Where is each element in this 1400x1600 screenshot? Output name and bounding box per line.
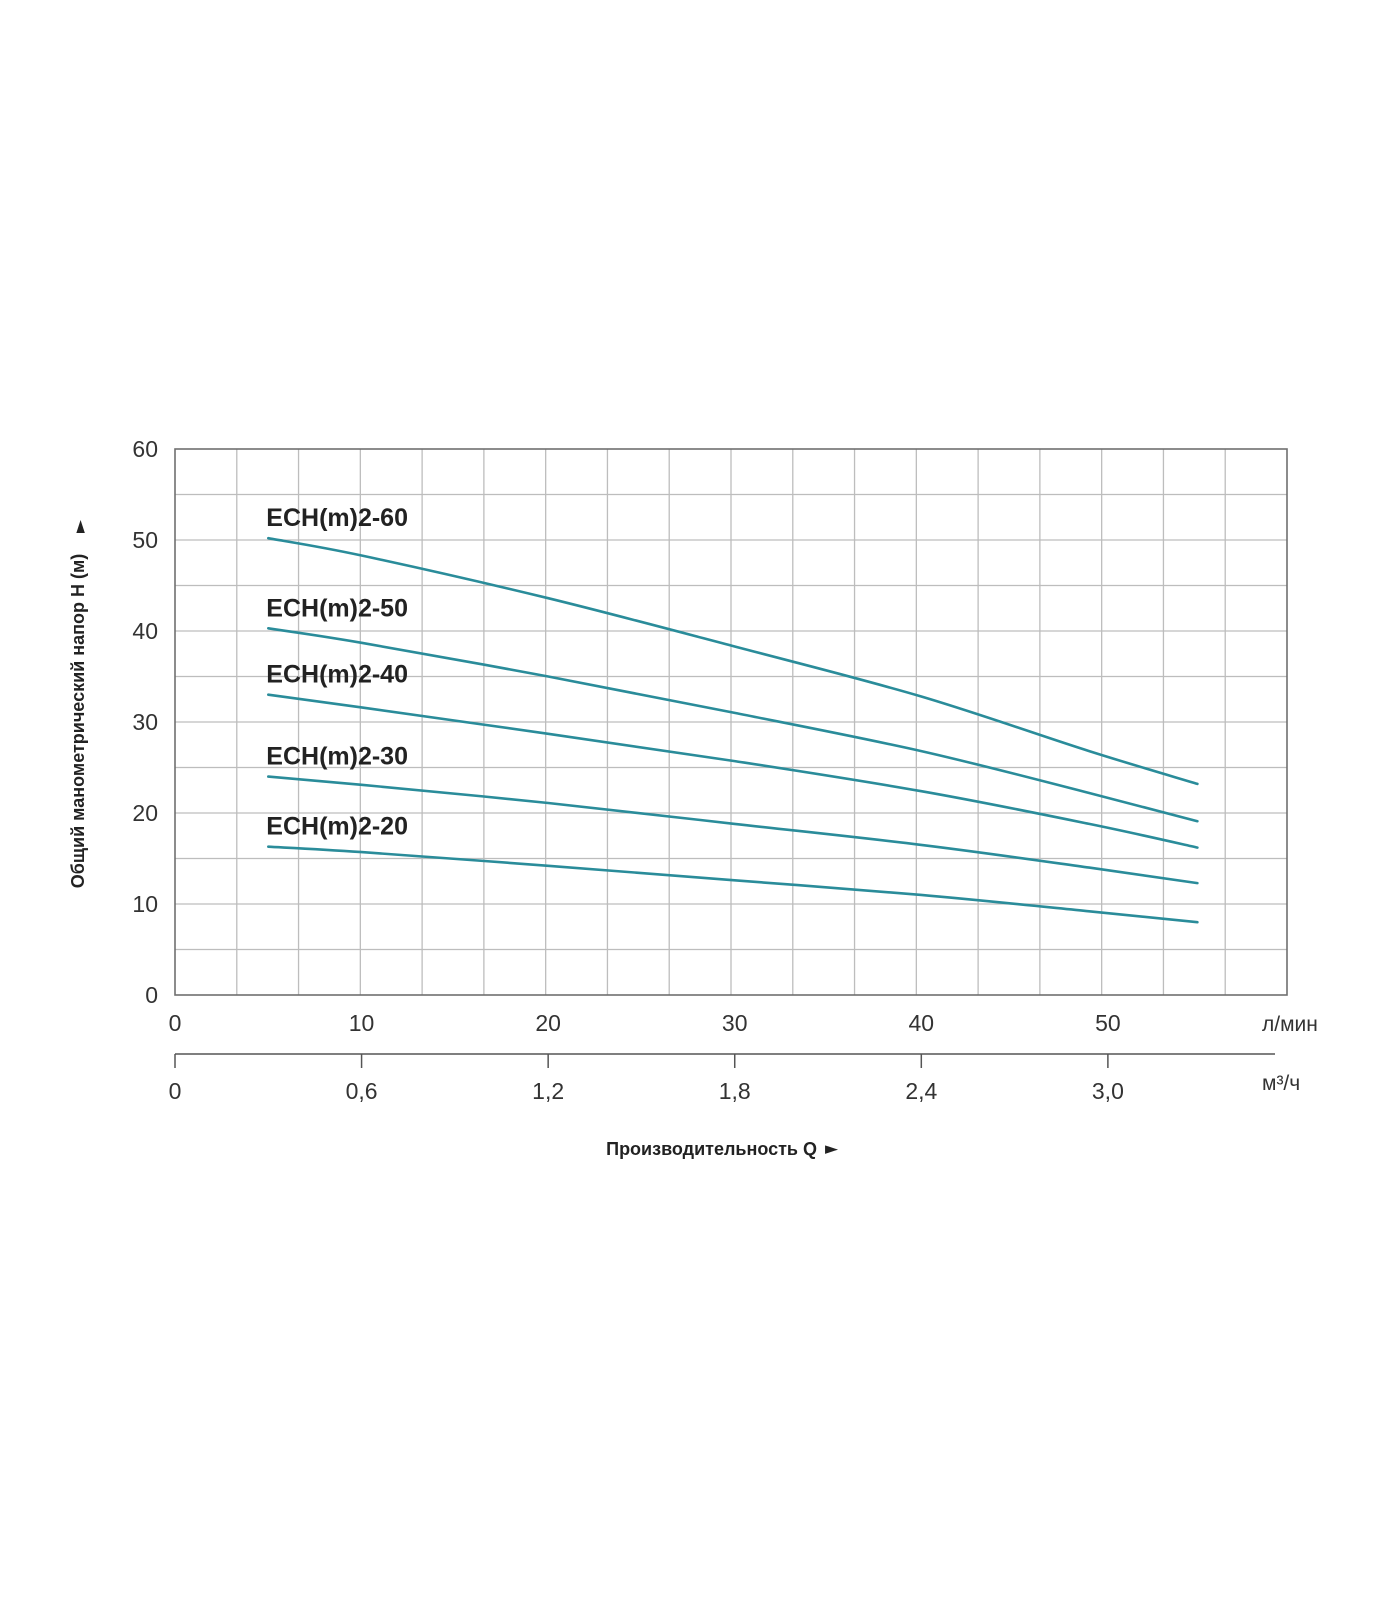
plot-frame	[174, 448, 1288, 996]
y-tick-label: 30	[132, 709, 158, 735]
x-tick-label-secondary: 0	[169, 1078, 182, 1104]
series-label: ECH(m)2-50	[266, 594, 408, 622]
series-line	[267, 775, 1199, 885]
series-label: ECH(m)2-20	[266, 813, 408, 841]
y-axis-title: Общий манометрический напор H (м) ►	[68, 519, 90, 888]
x-axis-secondary: 0 0,6 1,2 1,8 2,4 3,0	[169, 1053, 1275, 1104]
y-tick-label: 40	[132, 618, 158, 644]
x-unit-primary: л/мин	[1262, 1013, 1318, 1036]
y-tick-label: 60	[132, 436, 158, 462]
y-tick-label: 50	[132, 527, 158, 553]
x-tick-label-primary: 50	[1095, 1010, 1121, 1036]
x-tick-label-primary: 20	[535, 1010, 561, 1036]
x-tick-label-secondary: 2,4	[905, 1078, 937, 1104]
x-tick-label-primary: 0	[169, 1010, 182, 1036]
series-lines	[267, 536, 1199, 924]
series-line	[267, 693, 1199, 849]
x-axis-title: Производительность Q ►	[606, 1139, 839, 1159]
series-label: ECH(m)2-30	[266, 743, 408, 771]
y-tick-label: 0	[145, 982, 158, 1008]
series-line	[267, 845, 1199, 924]
arrow-right-icon: ►	[825, 1139, 839, 1159]
series-labels: ECH(m)2-60 ECH(m)2-50 ECH(m)2-40 ECH(m)2-30…	[266, 504, 408, 840]
x-tick-label-secondary: 0,6	[346, 1078, 378, 1104]
x-tick-label-primary: 40	[909, 1010, 935, 1036]
series-label: ECH(m)2-40	[266, 661, 408, 689]
y-tick-label: 10	[132, 891, 158, 917]
series-line	[267, 627, 1199, 823]
x-axis-title-text: Производительность Q	[606, 1139, 817, 1159]
x-tick-label-primary: 30	[722, 1010, 748, 1036]
x-axis-primary-ticks: 0 10 20 30 40 50	[169, 1010, 1121, 1036]
y-axis-ticks: 0 10 20 30 40 50 60	[132, 436, 158, 1008]
y-axis-title-text: Общий манометрический напор H (м)	[68, 554, 88, 889]
arrow-up-icon: ►	[70, 519, 90, 533]
x-tick-label-secondary: 3,0	[1092, 1078, 1124, 1104]
y-tick-label: 20	[132, 800, 158, 826]
series-line	[267, 536, 1199, 786]
chart-grid	[175, 449, 1287, 995]
x-tick-label-secondary: 1,8	[719, 1078, 751, 1104]
x-tick-label-primary: 10	[349, 1010, 375, 1036]
x-unit-secondary: м³/ч	[1262, 1072, 1300, 1095]
series-label: ECH(m)2-60	[266, 504, 408, 532]
x-tick-label-secondary: 1,2	[532, 1078, 564, 1104]
